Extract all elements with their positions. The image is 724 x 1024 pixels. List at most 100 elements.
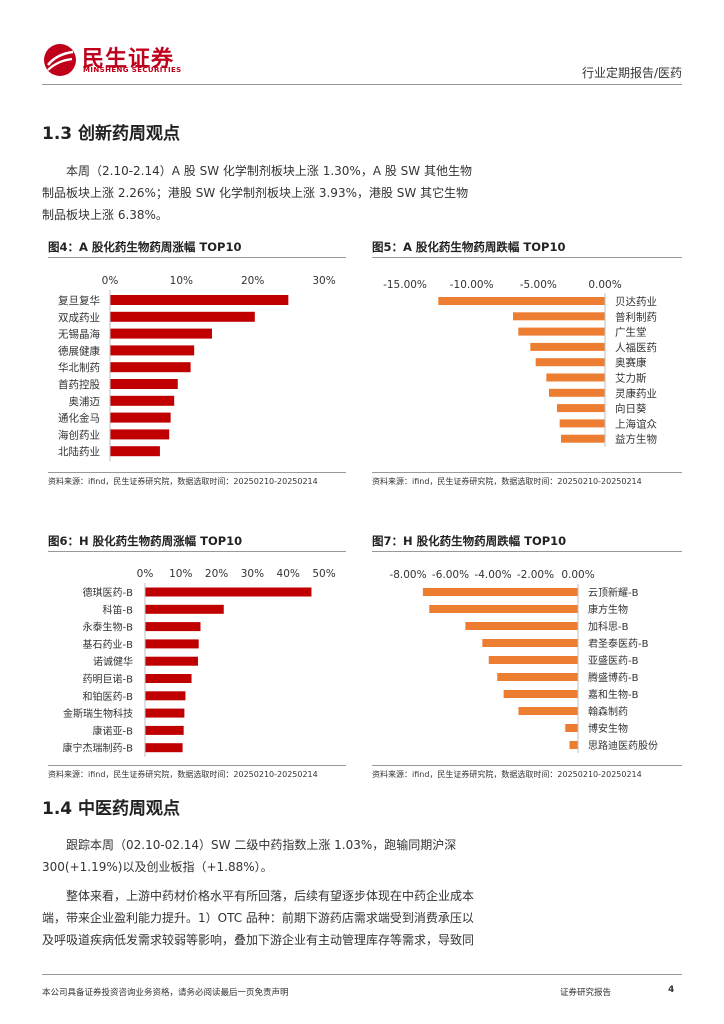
figure-title: 图6：H 股化药生物药周涨幅 TOP10 [48,534,243,548]
category-label: 广生堂 [615,326,647,339]
category-label: 金斯瑞生物科技 [63,707,133,720]
figure-title: 图5：A 股化药生物药周跌幅 TOP10 [372,240,566,254]
bar [546,373,605,382]
figure-source: 资料来源：ifind，民生证券研究院，数据选取时间：20250210-20250… [372,770,642,779]
figure-rule [48,257,346,258]
bar [110,412,171,423]
bar [503,690,578,698]
category-label: 通化金马 [58,412,100,425]
tick-label: 0.00% [588,279,621,291]
category-label: 海创药业 [58,428,100,441]
bar [110,345,195,356]
tick-label: -10.00% [450,279,494,291]
bar [530,342,605,351]
bar [145,587,312,597]
category-label: 德琪医药-B [83,586,134,599]
header-divider [42,84,682,85]
bar [145,708,185,718]
figure-title: 图7：H 股化药生物药周跌幅 TOP10 [372,534,567,548]
bar [110,379,178,389]
bar [549,388,605,397]
tick-label: 30% [312,275,335,287]
tick-label: 10% [170,275,193,287]
bar [488,656,578,664]
section-paragraph: 本周（2.10-2.14）A 股 SW 化学制剂板块上涨 1.30%，A 股 S… [42,164,472,222]
category-label: 思路迪医药股份 [588,739,658,752]
bar [145,656,198,666]
bar [557,404,605,413]
tick-label: -8.00% [389,569,426,581]
bar [561,434,605,443]
bar [429,605,578,613]
footer-disclaimer: 本公司具备证券投资咨询业务资格，请务必阅读最后一页免责声明 [42,988,289,998]
bar [110,395,175,406]
bar [482,639,578,647]
bar [422,588,578,596]
category-label: 灵康药业 [615,387,657,400]
bar [110,362,191,373]
category-label: 双成药业 [58,312,100,324]
chart-a-share-gainers: 0% 10% 20% 30% 复旦复华双成药业无锡晶海德展健康华北制药首药控股奥浦迈通化… [58,275,336,462]
category-label: 永泰生物-B [83,621,134,634]
bar [110,446,160,457]
tick-label: 30% [241,568,264,580]
tick-label: 0% [102,275,119,287]
figure-source: 资料来源：ifind，民生证券研究院，数据选取时间：20250210-20250… [48,770,318,779]
tick-label: 0% [137,568,154,580]
bar [569,741,578,749]
bar [497,673,578,681]
category-label: 翰森制药 [588,705,628,718]
tick-label: 20% [205,568,228,580]
tick-label: -15.00% [383,279,427,291]
figure-rule [372,551,682,552]
category-label: 博安生物 [588,722,628,735]
category-label: 人福医药 [615,341,657,354]
tick-label: 0.00% [561,569,594,581]
chart-a-share-decliners: -15.00% -10.00% -5.00% 0.00% 贝达药业普利制药广生堂人福医药… [383,279,657,447]
figure-rule [372,472,682,473]
category-label: 奥赛康 [615,356,647,369]
category-label: 德展健康 [58,344,100,357]
page-number: 4 [668,985,675,995]
figure-source: 资料来源：ifind，民生证券研究院，数据选取时间：20250210-20250… [372,477,642,486]
category-label: 亚盛医药-B [588,654,639,667]
category-label: 诺诚健华 [93,655,133,668]
category-label: 北陆药业 [58,445,100,458]
brand-name-en: MINSHENG SECURITIES [83,66,182,74]
bar [145,604,224,614]
bar [145,674,192,683]
category-label: 普利制药 [615,310,657,323]
footer-divider [42,974,682,975]
section-paragraph: 整体来看，上游中药材价格水平有所回落，后续有望逐步体现在中药企业成本端，带来企业… [42,889,475,947]
bar [518,707,578,715]
category-label: 康方生物 [588,603,628,616]
figure-rule [48,551,346,552]
category-label: 加科思-B [588,620,629,633]
figure-rule [48,765,346,766]
category-label: 复旦复华 [58,294,100,307]
bar [110,429,170,440]
tick-label: -2.00% [517,569,554,581]
footer-label: 证券研究报告 [560,988,612,998]
category-label: 嘉和生物-B [588,688,639,701]
bar [145,725,184,735]
bar [565,724,578,732]
brand-name: 民生证券 [82,47,175,72]
chart-h-share-decliners: -8.00% -6.00% -4.00% -2.00% 0.00% 云顶新耀-B 康方生物加… [389,569,658,753]
bar [535,358,605,367]
tick-label: 10% [169,568,192,580]
category-label: 上海谊众 [615,417,657,430]
tick-label: 20% [241,275,264,287]
category-label: 奥浦迈 [69,395,101,408]
category-label: 无锡晶海 [58,328,100,341]
figure-title: 图4：A 股化药生物药周涨幅 TOP10 [48,240,242,254]
document-type: 行业定期报告/医药 [581,66,682,80]
category-label: 腾盛博药-B [588,671,639,684]
figure-rule [372,765,682,766]
bar [145,691,186,701]
figure-rule [48,472,346,473]
bar [110,295,289,305]
category-label: 康诺亚-B [93,724,134,737]
category-label: 基石药业-B [83,638,134,651]
bar [145,622,201,632]
